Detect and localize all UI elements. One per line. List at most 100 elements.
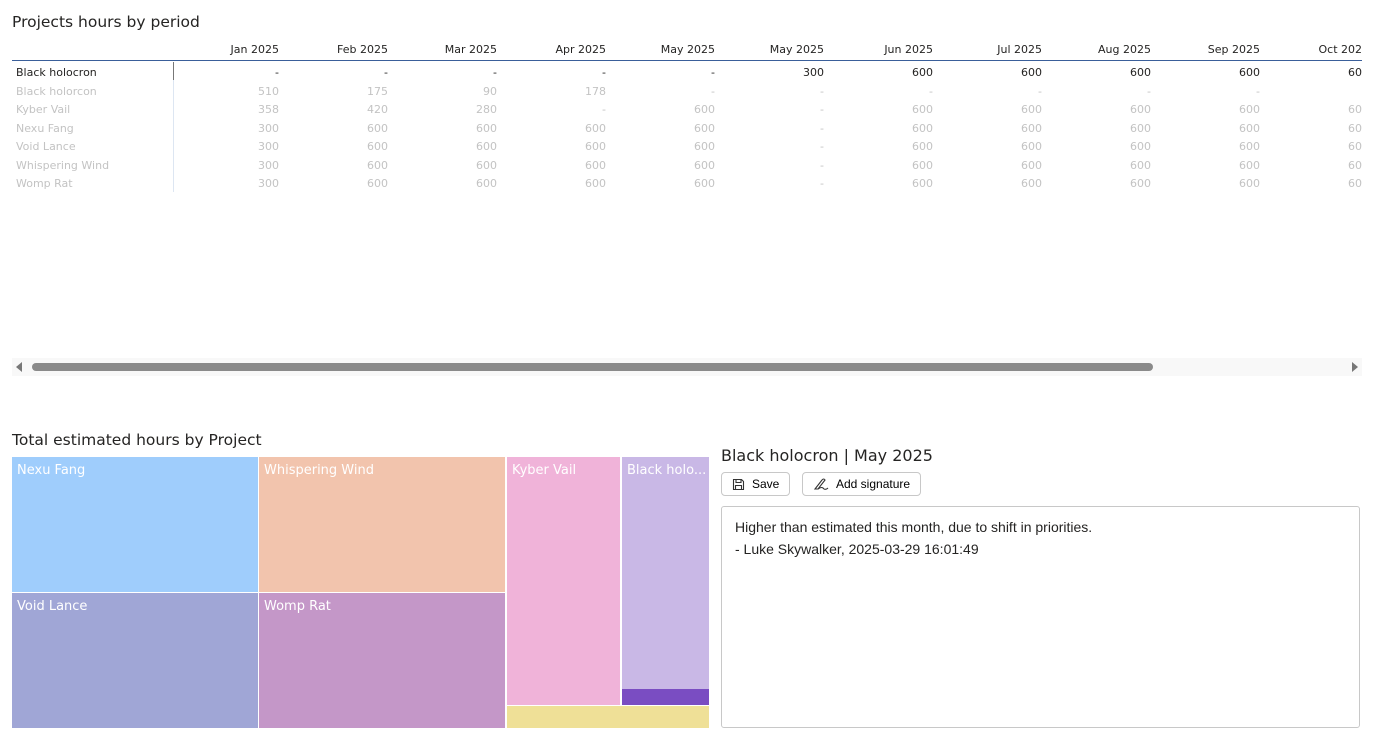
table-cell[interactable]: 600 (1130, 177, 1151, 190)
table-row[interactable]: Nexu Fang 300 600 600 600 600 - 600 600 600 600 600 (12, 119, 1362, 137)
table-cell[interactable]: 600 (585, 140, 606, 153)
table-cell[interactable]: 300 (258, 158, 279, 172)
add-signature-button[interactable]: Add signature (802, 472, 922, 496)
scroll-right-arrow-icon[interactable] (1352, 362, 1358, 372)
treemap-tile[interactable]: Black holo... (622, 457, 709, 689)
scroll-left-arrow-icon[interactable] (16, 362, 22, 372)
table-cell[interactable]: 600 (476, 140, 497, 153)
table-cell[interactable]: 600 (1021, 177, 1042, 190)
table-cell[interactable]: 600 (1239, 121, 1260, 135)
table-cell[interactable]: 358 (258, 103, 279, 116)
table-cell[interactable]: 600 (1348, 177, 1362, 190)
table-cell[interactable]: 420 (367, 103, 388, 116)
treemap-tile[interactable]: Womp Rat (259, 593, 505, 728)
column-header[interactable]: Mar 2025 (444, 43, 497, 56)
table-cell[interactable]: 600 (476, 177, 497, 190)
table-cell[interactable]: 510 (258, 84, 279, 98)
save-button[interactable]: Save (721, 472, 791, 496)
table-cell[interactable]: 90 (483, 84, 497, 98)
column-header[interactable]: Feb 2025 (337, 43, 388, 56)
table-cell[interactable]: 175 (367, 84, 388, 98)
table-cell[interactable]: 600 (585, 121, 606, 135)
table-cell[interactable]: 600 (694, 140, 715, 153)
table-cell[interactable]: 600 (1239, 177, 1260, 190)
column-header[interactable]: May 2025 (769, 43, 824, 56)
table-cell[interactable]: 600 (694, 121, 715, 135)
table-cell[interactable]: 600 (476, 121, 497, 135)
table-cell[interactable]: - (820, 103, 824, 116)
table-row[interactable]: Whispering Wind 300 600 600 600 600 - 600 600 600… (12, 156, 1362, 174)
table-cell[interactable]: 300 (258, 121, 279, 135)
table-cell[interactable]: 600 (1130, 121, 1151, 135)
table-cell[interactable]: 600 (1130, 158, 1151, 172)
table-cell[interactable]: 600 (1130, 140, 1151, 153)
table-cell[interactable]: 600 (367, 140, 388, 153)
table-cell[interactable]: - (820, 177, 824, 190)
table-cell[interactable]: 600 (1130, 66, 1151, 79)
note-textarea[interactable]: Higher than estimated this month, due to… (721, 506, 1360, 728)
table-cell[interactable]: - (1256, 84, 1260, 98)
table-cell[interactable]: - (820, 140, 824, 153)
table-row[interactable]: Womp Rat 300 600 600 600 600 - 600 600 600 600 600 (12, 174, 1362, 192)
table-cell[interactable]: - (711, 84, 715, 98)
column-header[interactable]: Apr 2025 (555, 43, 606, 56)
table-cell[interactable]: - (820, 158, 824, 172)
table-cell[interactable]: 600 (367, 121, 388, 135)
table-cell[interactable]: 600 (1021, 158, 1042, 172)
treemap-tile[interactable] (507, 706, 709, 728)
table-cell[interactable]: 600 (912, 140, 933, 153)
table-cell[interactable]: 178 (585, 84, 606, 98)
table-cell[interactable]: 600 (1021, 103, 1042, 116)
table-cell[interactable]: 600 (1021, 140, 1042, 153)
table-cell[interactable]: 600 (1239, 66, 1260, 79)
table-cell[interactable]: 300 (258, 177, 279, 190)
table-cell[interactable]: 600 (1239, 103, 1260, 116)
table-cell[interactable]: 600 (912, 158, 933, 172)
table-cell[interactable]: - (602, 103, 606, 116)
table-cell[interactable]: 600 (1348, 66, 1362, 79)
table-cell[interactable]: - (711, 66, 715, 79)
table-cell[interactable]: 280 (476, 103, 497, 116)
treemap-tile[interactable]: Void Lance (12, 593, 258, 728)
column-header[interactable]: Jan 2025 (230, 43, 279, 56)
horizontal-scrollbar[interactable] (12, 358, 1362, 376)
table-cell[interactable]: 600 (476, 158, 497, 172)
table-cell[interactable]: 600 (1239, 140, 1260, 153)
table-cell[interactable]: 600 (1348, 140, 1362, 153)
table-cell[interactable]: - (384, 66, 388, 79)
table-cell[interactable]: 600 (1130, 103, 1151, 116)
table-cell[interactable]: 600 (694, 177, 715, 190)
table-cell[interactable]: 600 (1348, 121, 1362, 135)
treemap-tile[interactable]: Kyber Vail (507, 457, 620, 705)
column-header[interactable]: Aug 2025 (1098, 43, 1151, 56)
table-row[interactable]: Black holorcon 510 175 90 178 - - - - - - (12, 82, 1362, 100)
table-cell[interactable]: - (602, 66, 606, 79)
table-cell[interactable]: - (929, 84, 933, 98)
column-header[interactable]: Jun 2025 (884, 43, 933, 56)
table-cell[interactable]: 600 (912, 103, 933, 116)
table-cell[interactable]: 600 (585, 177, 606, 190)
table-cell[interactable]: - (275, 66, 279, 79)
table-cell[interactable]: 600 (1021, 66, 1042, 79)
treemap-tile[interactable]: Nexu Fang (12, 457, 258, 592)
table-cell[interactable]: 600 (1348, 158, 1362, 172)
table-cell[interactable]: 600 (912, 177, 933, 190)
table-cell[interactable]: 300 (803, 66, 824, 79)
column-header[interactable]: Jul 2025 (997, 43, 1042, 56)
table-cell[interactable]: 600 (912, 66, 933, 79)
table-cell[interactable]: - (1038, 84, 1042, 98)
table-cell[interactable]: 600 (694, 103, 715, 116)
treemap-tile[interactable] (622, 689, 709, 705)
table-cell[interactable]: 600 (367, 177, 388, 190)
table-cell[interactable]: - (493, 66, 497, 79)
table-cell[interactable]: 600 (694, 158, 715, 172)
table-cell[interactable]: - (820, 121, 824, 135)
table-cell[interactable]: 300 (258, 140, 279, 153)
column-header[interactable]: Oct 2025 (1318, 43, 1362, 56)
table-cell[interactable]: 600 (912, 121, 933, 135)
table-cell[interactable]: 600 (1348, 103, 1362, 116)
column-header[interactable]: May 2025 (660, 43, 715, 56)
table-row[interactable]: Void Lance 300 600 600 600 600 - 600 600 600 600 60… (12, 137, 1362, 155)
scrollbar-thumb[interactable] (32, 363, 1153, 371)
table-row[interactable]: Black holocron - - - - - 300 600 600 600 600 600 (12, 63, 1362, 81)
